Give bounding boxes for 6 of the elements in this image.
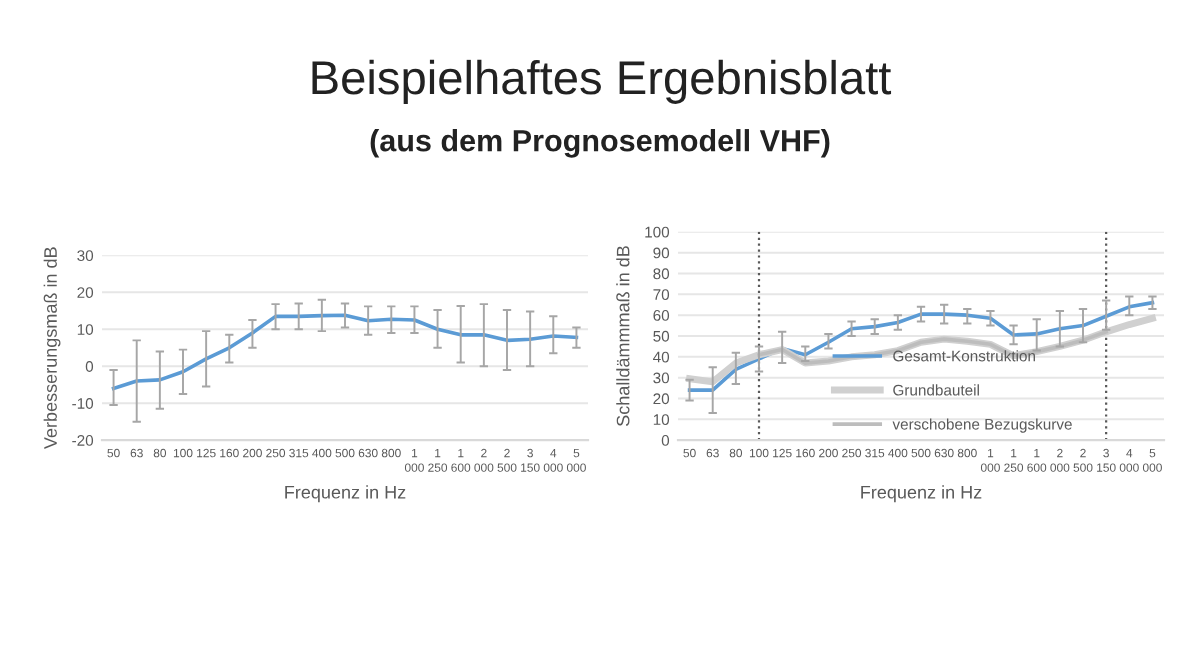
y-axis-title: Verbesserungsmaß in dB: [43, 247, 61, 450]
chart-title: Beispielhaftes Ergebnisblatt: [312, 59, 892, 104]
x-axis-title: Frequenz in Hz: [285, 485, 406, 503]
x-axis-title: Frequenz in Hz: [861, 485, 982, 503]
chart-subtitle: (aus dem Prognosemodell VHF): [370, 129, 830, 158]
y-axis-title: Schalldämmmaß in dB: [616, 246, 630, 426]
